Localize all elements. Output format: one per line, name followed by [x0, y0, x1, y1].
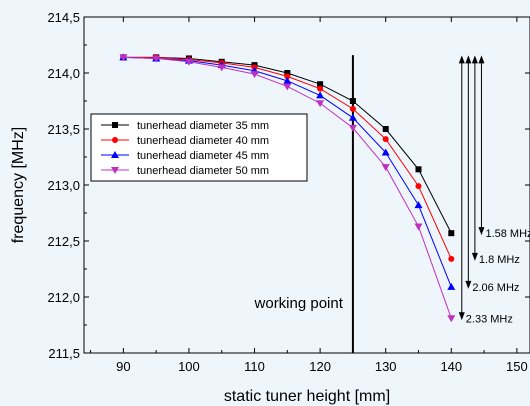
- data-point: [250, 71, 259, 79]
- x-tick-label: 90: [116, 359, 130, 374]
- y-tick-label: 213,0: [47, 178, 80, 193]
- data-point: [152, 55, 161, 63]
- data-point: [283, 83, 292, 91]
- frequency-span-annotation: 2.33 MHz: [458, 55, 513, 325]
- annotations-group: 2.33 MHz 2.06 MHz 1.8 MHz 1.58 MHz: [458, 55, 530, 325]
- data-point: [317, 81, 324, 88]
- span-label: 2.33 MHz: [466, 313, 513, 325]
- data-point: [382, 126, 389, 132]
- data-point: [448, 230, 455, 237]
- y-tick-label: 214,5: [47, 10, 80, 25]
- legend-label: tunerhead diameter 50 mm: [137, 165, 269, 177]
- arrow-head-up: [465, 55, 472, 64]
- x-tick-label: 110: [244, 359, 265, 374]
- working-point-marker: working point: [254, 55, 354, 353]
- span-label: 1.8 MHz: [479, 254, 520, 266]
- series-4: [119, 54, 456, 323]
- data-point: [348, 124, 357, 132]
- arrow-head-down: [465, 280, 472, 289]
- arrow-head-up: [471, 55, 478, 64]
- legend-label: tunerhead diameter 35 mm: [137, 120, 269, 132]
- data-point: [111, 151, 119, 158]
- data-point: [349, 98, 356, 104]
- data-point: [381, 164, 390, 172]
- y-tick-label: 212,0: [47, 290, 80, 305]
- y-axis-title: frequency [MHz]: [10, 127, 27, 243]
- legend-item: tunerhead diameter 45 mm: [101, 150, 269, 162]
- data-point: [316, 91, 325, 99]
- legend-item: tunerhead diameter 50 mm: [101, 165, 269, 177]
- x-tick-label: 140: [440, 359, 462, 374]
- frequency-span-annotation: 1.58 MHz: [478, 55, 530, 240]
- data-point: [112, 137, 118, 143]
- y-axis: 211,5 212,0 212,5 213,0 213,5 214,0 214,5: [47, 10, 530, 361]
- arrow-head-down: [478, 227, 485, 236]
- data-point: [119, 54, 128, 62]
- data-point: [349, 105, 356, 112]
- frequency-span-annotation: 1.8 MHz: [471, 55, 520, 266]
- legend-item: tunerhead diameter 35 mm: [101, 120, 269, 132]
- span-label: 1.58 MHz: [485, 228, 530, 240]
- arrow-head-up: [458, 55, 465, 64]
- x-tick-label: 150: [506, 359, 528, 374]
- x-tick-label: 130: [375, 359, 397, 374]
- x-tick-label: 120: [309, 359, 331, 374]
- x-axis-title: static tuner height [mm]: [224, 388, 390, 405]
- arrow-head-down: [471, 252, 478, 261]
- arrow-head-up: [478, 55, 485, 64]
- data-point: [316, 100, 325, 108]
- legend: tunerhead diameter 35 mm tunerhead diamet…: [90, 113, 308, 182]
- data-point: [447, 315, 456, 323]
- y-tick-label: 214,0: [47, 66, 80, 81]
- data-point: [448, 255, 455, 262]
- data-point: [381, 148, 390, 156]
- frequency-span-annotation: 2.06 MHz: [465, 55, 519, 294]
- data-point: [382, 136, 389, 143]
- legend-label: tunerhead diameter 45 mm: [137, 150, 269, 162]
- legend-item: tunerhead diameter 40 mm: [101, 135, 269, 147]
- x-axis: 90 100 110 120 130 140 150: [90, 17, 528, 374]
- y-tick-label: 212,5: [47, 234, 80, 249]
- data-point: [317, 85, 324, 92]
- y-tick-label: 211,5: [48, 346, 80, 361]
- data-point: [284, 70, 291, 76]
- data-point: [112, 122, 118, 128]
- data-point: [217, 64, 226, 72]
- data-point: [348, 113, 357, 121]
- data-point: [284, 73, 291, 80]
- data-point: [111, 167, 119, 174]
- data-point: [414, 201, 423, 209]
- data-point: [283, 76, 292, 84]
- data-point: [447, 282, 456, 290]
- data-point: [415, 183, 422, 190]
- x-tick-label: 100: [178, 359, 200, 374]
- data-point: [184, 58, 193, 66]
- working-point-label: working point: [254, 295, 344, 312]
- span-label: 2.06 MHz: [472, 282, 519, 294]
- series-group: [119, 53, 456, 323]
- legend-label: tunerhead diameter 40 mm: [137, 135, 269, 147]
- arrow-head-down: [458, 312, 465, 321]
- data-point: [414, 223, 423, 231]
- data-point: [415, 166, 422, 173]
- y-tick-label: 213,5: [47, 122, 80, 137]
